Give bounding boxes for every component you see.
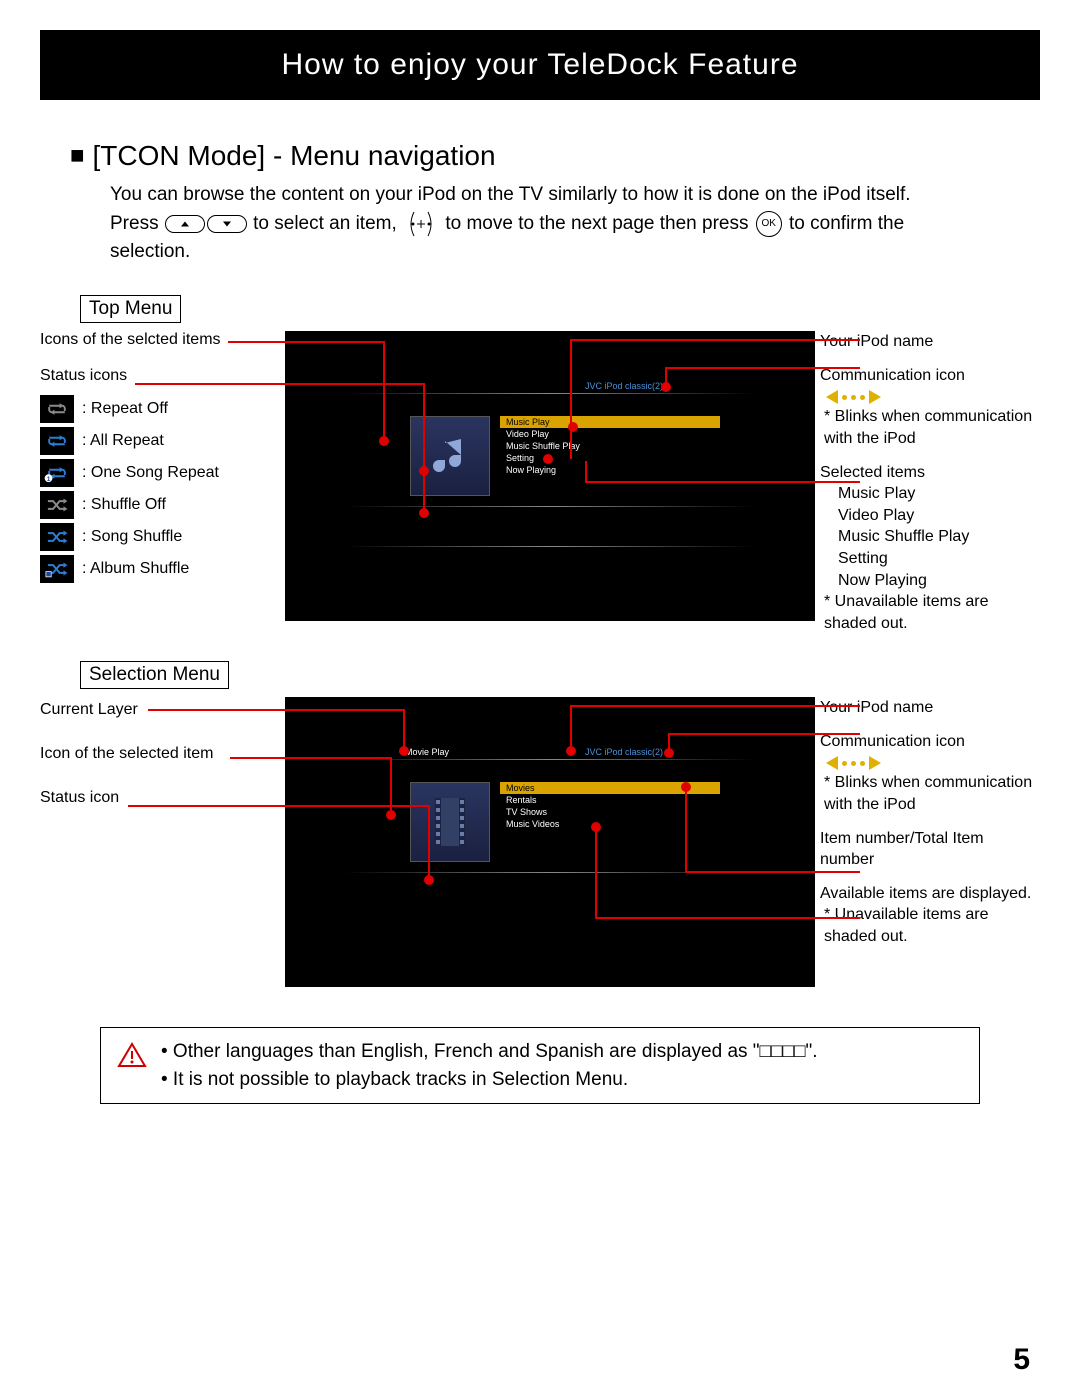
label-ipod-name: Your iPod name xyxy=(820,699,933,716)
legend-label: : Song Shuffle xyxy=(82,528,182,546)
menu-row: Music Play xyxy=(500,416,720,428)
label-selected-items: Selected items xyxy=(820,464,925,481)
intro-confirm: to confirm the xyxy=(789,213,904,234)
top-left-annotations: Icons of the selcted items Status icons … xyxy=(40,331,270,587)
top-menu-items: Music PlayVideo PlayMusic Shuffle PlaySe… xyxy=(500,416,720,476)
album-shuffle-icon xyxy=(40,555,74,583)
intro-line1: You can browse the content on your iPod … xyxy=(110,184,911,205)
film-icon xyxy=(410,782,490,862)
warning-icon xyxy=(117,1042,147,1077)
legend-label: : One Song Repeat xyxy=(82,464,219,482)
label-icons-selected: Icons of the selcted items xyxy=(40,331,270,349)
communication-icon xyxy=(826,390,1040,404)
menu-row: Setting xyxy=(500,452,720,464)
music-note-icon xyxy=(410,416,490,496)
label-item-number: Item number/Total Item number xyxy=(820,830,984,869)
shuffle-off-icon xyxy=(40,491,74,519)
repeat-off-icon xyxy=(40,395,74,423)
legend-row: : Shuffle Off xyxy=(40,491,270,519)
ok-button-icon: OK xyxy=(756,211,782,237)
device-name: JVC iPod classic(2) xyxy=(585,747,663,757)
legend-label: : All Repeat xyxy=(82,432,164,450)
label-icon-selected: Icon of the selected item xyxy=(40,745,270,763)
label-comm-icon: Communication icon xyxy=(820,367,965,384)
label-comm-icon: Communication icon xyxy=(820,733,965,750)
sel-right-annotations: Your iPod name Communication icon * Blin… xyxy=(820,697,1040,959)
menu-row: Video Play xyxy=(500,428,720,440)
selected-item: Music Play xyxy=(838,483,1040,505)
legend-row: : All Repeat xyxy=(40,427,270,455)
top-menu-label: Top Menu xyxy=(80,295,181,323)
menu-row: Music Videos xyxy=(500,818,720,830)
legend-row: : Album Shuffle xyxy=(40,555,270,583)
page-title: How to enjoy your TeleDock Feature xyxy=(40,30,1040,100)
unavail-note: * Unavailable items are shaded out. xyxy=(824,591,1040,634)
intro-press: Press xyxy=(110,213,159,234)
legend-label: : Album Shuffle xyxy=(82,560,189,578)
menu-row: Music Shuffle Play xyxy=(500,440,720,452)
menu-row: Rentals xyxy=(500,794,720,806)
page-number: 5 xyxy=(1013,1343,1030,1377)
legend-row: 1 : One Song Repeat xyxy=(40,459,270,487)
selection-menu-diagram: Current Layer Icon of the selected item … xyxy=(40,697,1040,1007)
menu-row: TV Shows xyxy=(500,806,720,818)
menu-row: Now Playing xyxy=(500,464,720,476)
top-right-annotations: Your iPod name Communication icon * Blin… xyxy=(820,331,1040,646)
all-repeat-icon xyxy=(40,427,74,455)
communication-icon xyxy=(826,756,1040,770)
warning-bullet: • Other languages than English, French a… xyxy=(161,1038,963,1066)
comm-note: * Blinks when communication with the iPo… xyxy=(824,406,1040,449)
one-song-repeat-icon: 1 xyxy=(40,459,74,487)
legend-row: : Song Shuffle xyxy=(40,523,270,551)
device-name: JVC iPod classic(2) xyxy=(585,381,663,391)
intro-selection: selection. xyxy=(110,241,190,262)
current-layer-value: Movie Play xyxy=(405,747,449,757)
left-right-button-icon xyxy=(404,209,438,239)
comm-note: * Blinks when communication with the iPo… xyxy=(824,772,1040,815)
label-available: Available items are displayed. xyxy=(820,885,1031,902)
sel-left-annotations: Current Layer Icon of the selected item … xyxy=(40,697,270,813)
top-menu-diagram: Icons of the selcted items Status icons … xyxy=(40,331,1040,641)
unavail-note: * Unavailable items are shaded out. xyxy=(824,904,1040,947)
selected-item: Setting xyxy=(838,548,1040,570)
selected-item: Now Playing xyxy=(838,570,1040,592)
selection-menu-label: Selection Menu xyxy=(80,661,229,689)
legend-label: : Shuffle Off xyxy=(82,496,166,514)
down-button-icon xyxy=(207,215,247,233)
song-shuffle-icon xyxy=(40,523,74,551)
up-button-icon xyxy=(165,215,205,233)
warning-bullet: • It is not possible to playback tracks … xyxy=(161,1066,963,1094)
intro-move: to move to the next page then press xyxy=(445,213,748,234)
selected-item: Music Shuffle Play xyxy=(838,526,1040,548)
intro-select: to select an item, xyxy=(253,213,397,234)
svg-text:1: 1 xyxy=(47,476,51,483)
label-ipod-name: Your iPod name xyxy=(820,333,933,350)
selection-menu-screen: Movie Play JVC iPod classic(2) MoviesRen… xyxy=(285,697,815,987)
section-heading: [TCON Mode] - Menu navigation xyxy=(70,140,1040,172)
legend-label: : Repeat Off xyxy=(82,400,168,418)
warning-box: • Other languages than English, French a… xyxy=(100,1027,980,1104)
top-menu-screen: JVC iPod classic(2) Music PlayVideo Play… xyxy=(285,331,815,621)
selected-item: Video Play xyxy=(838,505,1040,527)
intro-text: You can browse the content on your iPod … xyxy=(110,182,1000,265)
legend-row: : Repeat Off xyxy=(40,395,270,423)
